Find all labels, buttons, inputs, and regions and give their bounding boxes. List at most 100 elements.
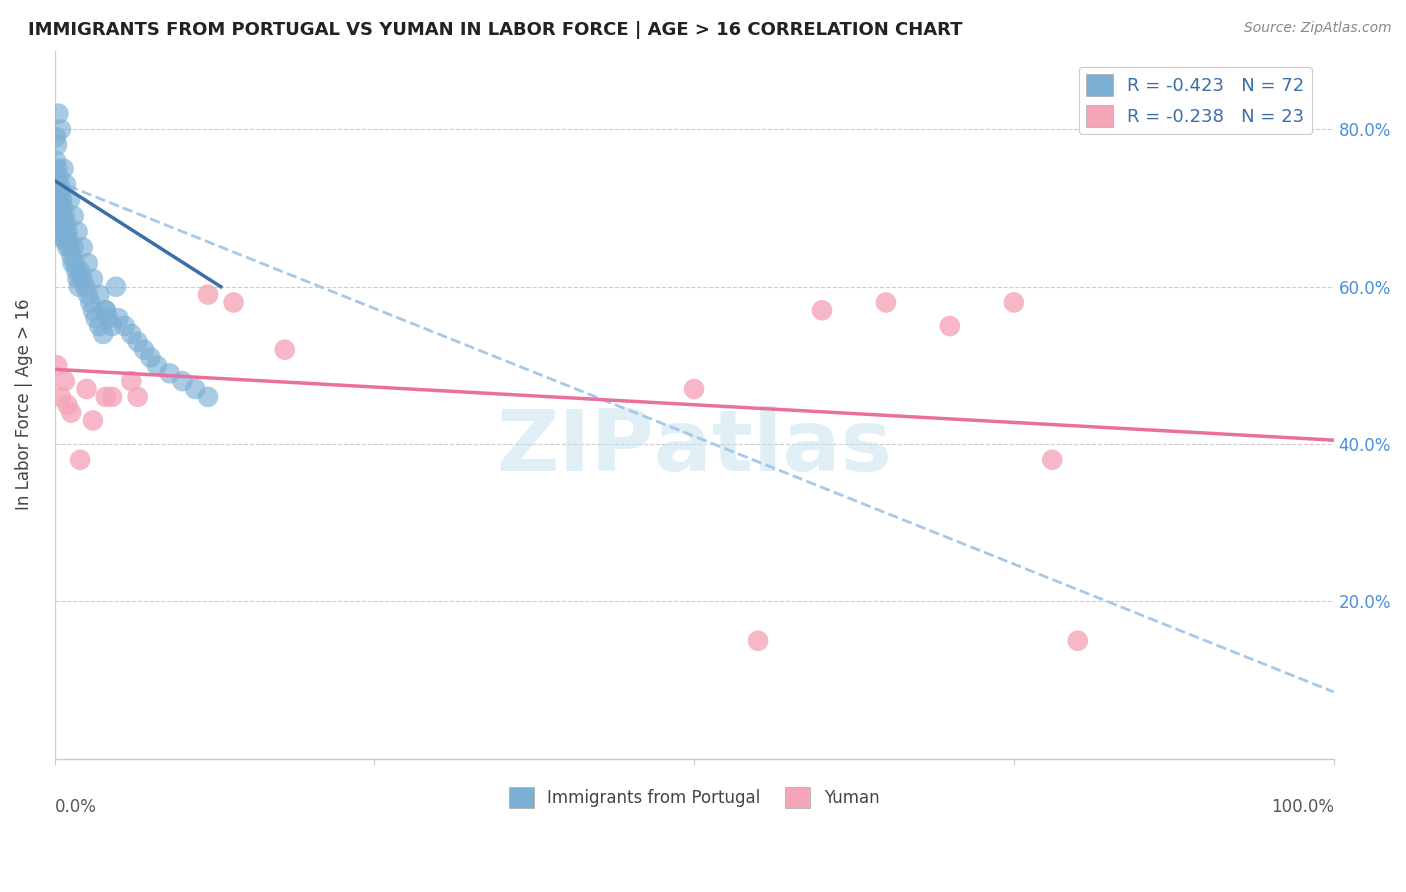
Point <box>48 186 70 200</box>
Point <box>1067 633 1090 648</box>
Text: Source: ZipAtlas.com: Source: ZipAtlas.com <box>1244 21 1392 35</box>
Point <box>63 256 86 270</box>
Point <box>747 633 769 648</box>
Text: 100.0%: 100.0% <box>1271 797 1334 815</box>
Point <box>53 374 76 388</box>
Point <box>59 193 82 207</box>
Point <box>94 390 117 404</box>
Point <box>59 240 82 254</box>
Point <box>84 311 107 326</box>
Point <box>52 201 75 215</box>
Point <box>60 406 83 420</box>
Point <box>49 390 72 404</box>
Point <box>82 272 104 286</box>
Point <box>127 390 149 404</box>
Point <box>120 326 142 341</box>
Point <box>197 390 219 404</box>
Point <box>72 272 94 286</box>
Text: ZIPаtlas: ZIPаtlas <box>496 406 891 489</box>
Point <box>197 287 219 301</box>
Point <box>55 178 77 192</box>
Point <box>82 413 104 427</box>
Point <box>51 217 73 231</box>
Legend: Immigrants from Portugal, Yuman: Immigrants from Portugal, Yuman <box>502 780 886 814</box>
Point <box>274 343 297 357</box>
Y-axis label: In Labor Force | Age > 16: In Labor Force | Age > 16 <box>15 299 32 510</box>
Point <box>55 233 77 247</box>
Point <box>75 279 97 293</box>
Point <box>48 169 70 184</box>
Point <box>146 359 169 373</box>
Point <box>48 209 70 223</box>
Point <box>222 295 245 310</box>
Point <box>56 240 79 254</box>
Point <box>1002 295 1025 310</box>
Point <box>132 343 155 357</box>
Point <box>875 295 897 310</box>
Point <box>76 287 98 301</box>
Point <box>114 319 136 334</box>
Point <box>69 264 91 278</box>
Point <box>55 217 77 231</box>
Point <box>107 311 129 326</box>
Point <box>89 319 111 334</box>
Point <box>45 130 67 145</box>
Text: 0.0%: 0.0% <box>55 797 97 815</box>
Point <box>89 287 111 301</box>
Point <box>67 279 90 293</box>
Point <box>184 382 207 396</box>
Point <box>76 382 98 396</box>
Point <box>69 452 91 467</box>
Point <box>60 248 83 262</box>
Point <box>53 233 76 247</box>
Point <box>46 138 69 153</box>
Point <box>66 272 89 286</box>
Point <box>58 233 80 247</box>
Point <box>48 193 70 207</box>
Point <box>52 233 75 247</box>
Point <box>172 374 194 388</box>
Point <box>939 319 962 334</box>
Point <box>65 264 87 278</box>
Point <box>811 303 834 318</box>
Point <box>56 225 79 239</box>
Point <box>62 240 84 254</box>
Point <box>91 326 114 341</box>
Point <box>53 225 76 239</box>
Point <box>49 201 72 215</box>
Point <box>62 209 84 223</box>
Point <box>51 209 73 223</box>
Point <box>94 303 117 318</box>
Point <box>51 193 73 207</box>
Point <box>49 186 72 200</box>
Point <box>48 201 70 215</box>
Point <box>48 201 70 215</box>
Point <box>683 382 706 396</box>
Point <box>97 311 120 326</box>
Text: IMMIGRANTS FROM PORTUGAL VS YUMAN IN LABOR FORCE | AGE > 16 CORRELATION CHART: IMMIGRANTS FROM PORTUGAL VS YUMAN IN LAB… <box>28 21 963 38</box>
Point <box>45 153 67 168</box>
Point <box>159 366 181 380</box>
Point <box>104 279 127 293</box>
Point <box>120 374 142 388</box>
Point <box>139 351 162 365</box>
Point <box>53 209 76 223</box>
Point <box>49 122 72 136</box>
Point <box>52 161 75 176</box>
Point <box>127 334 149 349</box>
Point <box>101 319 124 334</box>
Point <box>72 240 94 254</box>
Point <box>101 390 124 404</box>
Point <box>62 256 84 270</box>
Point <box>94 303 117 318</box>
Point <box>56 398 79 412</box>
Point <box>46 186 69 200</box>
Point <box>48 178 70 192</box>
Point <box>82 303 104 318</box>
Point <box>1040 452 1063 467</box>
Point <box>76 256 98 270</box>
Point <box>48 106 70 120</box>
Point <box>79 295 101 310</box>
Point <box>46 161 69 176</box>
Point <box>66 225 89 239</box>
